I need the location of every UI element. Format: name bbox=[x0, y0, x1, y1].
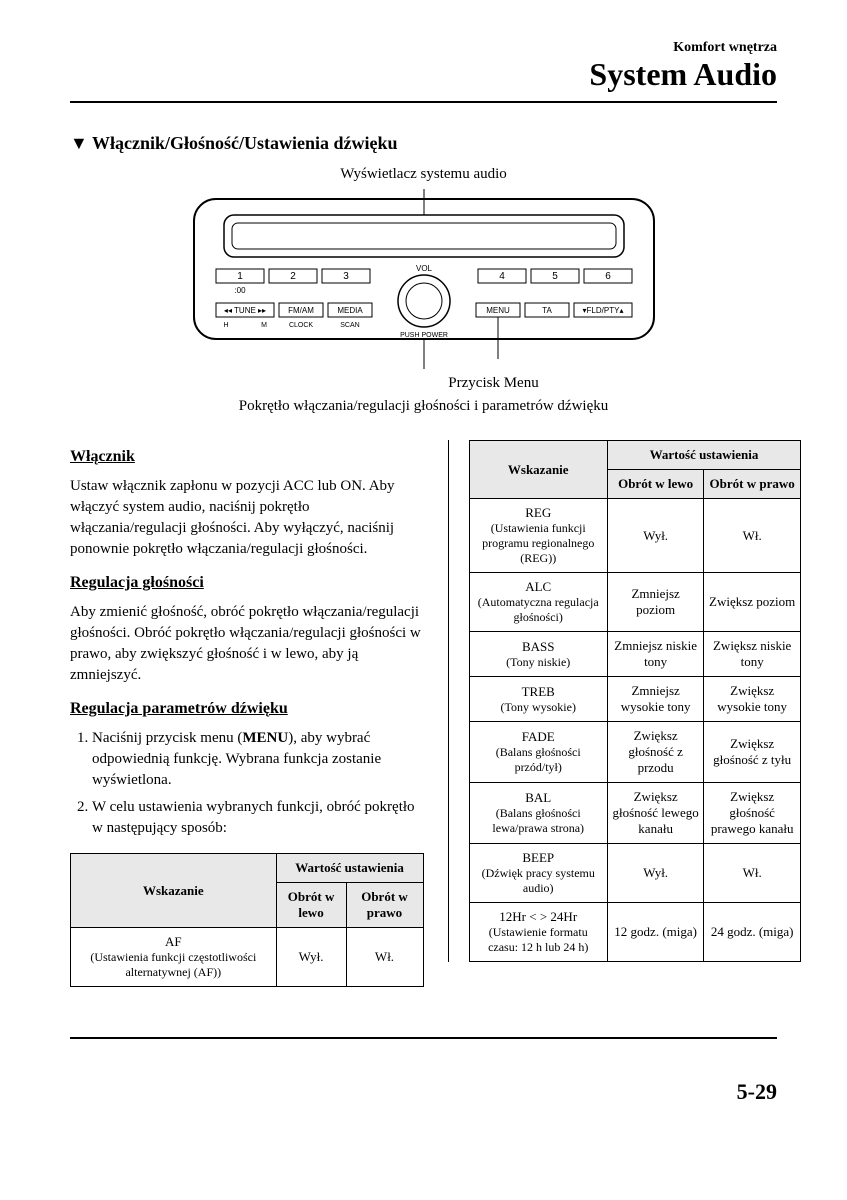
diagram-label-display: Wyświetlacz systemu audio bbox=[70, 166, 777, 183]
list-item: Naciśnij przycisk menu (MENU), aby wybra… bbox=[92, 728, 424, 791]
cell-left: Zmniejsz poziom bbox=[607, 573, 703, 632]
svg-text::00: :00 bbox=[234, 286, 246, 295]
cell-right: Zwiększ głośność z tyłu bbox=[704, 722, 801, 783]
table-row: AF(Ustawienia funkcji częstotliwości alt… bbox=[71, 928, 424, 987]
list-item: W celu ustawienia wybranych funkcji, obr… bbox=[92, 797, 424, 839]
header-title: System Audio bbox=[70, 56, 777, 93]
subhead-power: Włącznik bbox=[70, 448, 424, 466]
svg-text:M: M bbox=[261, 322, 267, 329]
svg-text:H: H bbox=[223, 322, 228, 329]
svg-text:SCAN: SCAN bbox=[340, 322, 359, 329]
radio-svg: 1 2 3 4 5 6 :00 VOL PUSH POWER ◂◂ TUNE ▸… bbox=[164, 189, 684, 369]
cell-left: Zmniejsz wysokie tony bbox=[607, 677, 703, 722]
cell-right: Zwiększ głośność prawego kanału bbox=[704, 783, 801, 844]
svg-text:PUSH POWER: PUSH POWER bbox=[400, 332, 448, 339]
table-row: BEEP(Dźwięk pracy systemu audio)Wył.Wł. bbox=[469, 844, 801, 903]
svg-text:3: 3 bbox=[343, 271, 349, 282]
table-row: FADE(Balans głośności przód/tył)Zwiększ … bbox=[469, 722, 801, 783]
diagram-label-menu: Przycisk Menu bbox=[210, 375, 777, 392]
svg-text:5: 5 bbox=[552, 271, 558, 282]
cell-left: Wył. bbox=[276, 928, 346, 987]
section-title: Włącznik/Głośność/Ustawienia dźwięku bbox=[70, 133, 777, 154]
table-row: BAL(Balans głośności lewa/prawa strona)Z… bbox=[469, 783, 801, 844]
cell-indication: BEEP(Dźwięk pracy systemu audio) bbox=[469, 844, 607, 903]
svg-text:2: 2 bbox=[290, 271, 296, 282]
th-wartosc: Wartość ustawienia bbox=[607, 441, 800, 470]
th-lewo: Obrót w lewo bbox=[607, 470, 703, 499]
th-lewo: Obrót w lewo bbox=[276, 883, 346, 928]
table-row: BASS(Tony niskie)Zmniejsz niskie tonyZwi… bbox=[469, 632, 801, 677]
subhead-volume: Regulacja głośności bbox=[70, 574, 424, 592]
cell-right: Zwiększ wysokie tony bbox=[704, 677, 801, 722]
th-prawo: Obrót w prawo bbox=[704, 470, 801, 499]
table-row: TREB(Tony wysokie)Zmniejsz wysokie tonyZ… bbox=[469, 677, 801, 722]
svg-text:CLOCK: CLOCK bbox=[288, 322, 312, 329]
cell-right: Wł. bbox=[346, 928, 423, 987]
cell-left: Zmniejsz niskie tony bbox=[607, 632, 703, 677]
th-prawo: Obrót w prawo bbox=[346, 883, 423, 928]
settings-table-1: Wskazanie Wartość ustawienia Obrót w lew… bbox=[70, 853, 424, 987]
cell-indication: BASS(Tony niskie) bbox=[469, 632, 607, 677]
cell-indication: AF(Ustawienia funkcji częstotliwości alt… bbox=[71, 928, 277, 987]
svg-text:MEDIA: MEDIA bbox=[337, 306, 363, 315]
sound-steps-list: Naciśnij przycisk menu (MENU), aby wybra… bbox=[70, 728, 424, 839]
svg-text:FM/AM: FM/AM bbox=[288, 306, 314, 315]
table-row: ALC(Automatyczna regulacja głośności)Zmn… bbox=[469, 573, 801, 632]
cell-left: Wył. bbox=[607, 844, 703, 903]
cell-left: Wył. bbox=[607, 499, 703, 573]
diagram-label-knob: Pokrętło włączania/regulacji głośności i… bbox=[70, 398, 777, 415]
table-row: 12Hr < > 24Hr(Ustawienie formatu czasu: … bbox=[469, 903, 801, 962]
page-number: 5-29 bbox=[70, 1079, 777, 1105]
svg-text:VOL: VOL bbox=[415, 264, 432, 273]
cell-right: Wł. bbox=[704, 844, 801, 903]
cell-right: Wł. bbox=[704, 499, 801, 573]
cell-left: Zwiększ głośność z przodu bbox=[607, 722, 703, 783]
svg-text:4: 4 bbox=[499, 271, 505, 282]
radio-diagram: Wyświetlacz systemu audio 1 2 3 4 5 6 :0… bbox=[70, 166, 777, 415]
cell-indication: REG(Ustawienia funkcji programu regional… bbox=[469, 499, 607, 573]
cell-left: 12 godz. (miga) bbox=[607, 903, 703, 962]
svg-text:6: 6 bbox=[605, 271, 611, 282]
header-subtitle: Komfort wnętrza bbox=[70, 40, 777, 56]
divider-top bbox=[70, 101, 777, 103]
cell-right: 24 godz. (miga) bbox=[704, 903, 801, 962]
para-power: Ustaw włącznik zapłonu w pozycji ACC lub… bbox=[70, 476, 424, 560]
table-row: REG(Ustawienia funkcji programu regional… bbox=[469, 499, 801, 573]
right-column: Wskazanie Wartość ustawienia Obrót w lew… bbox=[448, 440, 802, 962]
svg-text:▾FLD/PTY▴: ▾FLD/PTY▴ bbox=[582, 306, 623, 315]
svg-text:MENU: MENU bbox=[486, 306, 510, 315]
cell-indication: BAL(Balans głośności lewa/prawa strona) bbox=[469, 783, 607, 844]
divider-bottom bbox=[70, 1037, 777, 1039]
th-wskazanie: Wskazanie bbox=[71, 854, 277, 928]
svg-text:1: 1 bbox=[237, 271, 243, 282]
th-wartosc: Wartość ustawienia bbox=[276, 854, 423, 883]
left-column: Włącznik Ustaw włącznik zapłonu w pozycj… bbox=[70, 440, 424, 987]
cell-indication: ALC(Automatyczna regulacja głośności) bbox=[469, 573, 607, 632]
svg-text:◂◂ TUNE ▸▸: ◂◂ TUNE ▸▸ bbox=[223, 306, 265, 315]
th-wskazanie: Wskazanie bbox=[469, 441, 607, 499]
subhead-sound: Regulacja parametrów dźwięku bbox=[70, 700, 424, 718]
svg-text:TA: TA bbox=[542, 306, 552, 315]
settings-table-2: Wskazanie Wartość ustawienia Obrót w lew… bbox=[469, 440, 802, 962]
para-volume: Aby zmienić głośność, obróć pokrętło włą… bbox=[70, 602, 424, 686]
cell-indication: TREB(Tony wysokie) bbox=[469, 677, 607, 722]
cell-right: Zwiększ poziom bbox=[704, 573, 801, 632]
cell-right: Zwiększ niskie tony bbox=[704, 632, 801, 677]
cell-left: Zwiększ głośność lewego kanału bbox=[607, 783, 703, 844]
cell-indication: 12Hr < > 24Hr(Ustawienie formatu czasu: … bbox=[469, 903, 607, 962]
cell-indication: FADE(Balans głośności przód/tył) bbox=[469, 722, 607, 783]
